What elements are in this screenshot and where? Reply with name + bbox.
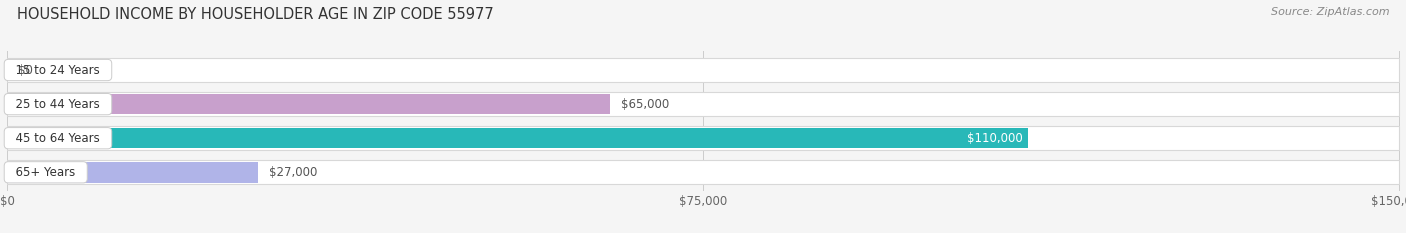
Text: 15 to 24 Years: 15 to 24 Years <box>8 64 108 76</box>
Bar <box>7 160 1399 184</box>
Text: $65,000: $65,000 <box>621 98 669 111</box>
Text: $27,000: $27,000 <box>269 166 316 179</box>
Bar <box>7 92 1399 116</box>
Text: Source: ZipAtlas.com: Source: ZipAtlas.com <box>1271 7 1389 17</box>
Text: 45 to 64 Years: 45 to 64 Years <box>8 132 108 145</box>
Text: 25 to 44 Years: 25 to 44 Years <box>8 98 108 111</box>
Bar <box>7 94 610 114</box>
Text: HOUSEHOLD INCOME BY HOUSEHOLDER AGE IN ZIP CODE 55977: HOUSEHOLD INCOME BY HOUSEHOLDER AGE IN Z… <box>17 7 494 22</box>
Bar <box>7 162 257 182</box>
Bar <box>7 58 1399 82</box>
Bar <box>7 126 1399 150</box>
Text: 65+ Years: 65+ Years <box>8 166 83 179</box>
Text: $110,000: $110,000 <box>966 132 1022 145</box>
Bar <box>7 128 1028 148</box>
Text: $0: $0 <box>18 64 32 76</box>
